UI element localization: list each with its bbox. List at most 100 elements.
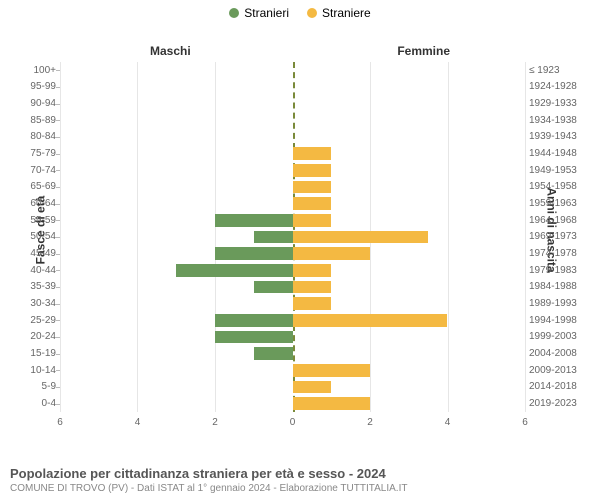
birth-year-label: 1949-1953	[529, 165, 585, 176]
birth-year-label: ≤ 1923	[529, 65, 585, 76]
age-row: 30-341989-1993	[60, 295, 525, 312]
age-label: 0-4	[22, 398, 56, 409]
x-tick-label: 4	[135, 417, 141, 428]
grid-line	[525, 62, 526, 412]
age-row: 20-241999-2003	[60, 329, 525, 346]
chart-area: Maschi Femmine Fasce di età Anni di nasc…	[0, 20, 600, 440]
age-row: 35-391984-1988	[60, 279, 525, 296]
age-row: 45-491974-1978	[60, 245, 525, 262]
male-half	[60, 195, 293, 212]
x-tick-label: 6	[522, 417, 528, 428]
age-row: 90-941929-1933	[60, 95, 525, 112]
age-label: 35-39	[22, 281, 56, 292]
male-half	[60, 345, 293, 362]
age-label: 20-24	[22, 331, 56, 342]
bar-female	[293, 247, 370, 260]
female-half	[293, 79, 526, 96]
birth-year-label: 1969-1973	[529, 231, 585, 242]
female-half	[293, 162, 526, 179]
bar-male	[254, 281, 293, 294]
bar-female	[293, 281, 332, 294]
plot-area: 0224466100+≤ 192395-991924-192890-941929…	[60, 62, 525, 412]
age-label: 100+	[22, 65, 56, 76]
bar-male	[254, 231, 293, 244]
legend: Stranieri Straniere	[0, 0, 600, 20]
male-half	[60, 279, 293, 296]
column-header-male: Maschi	[150, 44, 191, 58]
female-half	[293, 262, 526, 279]
female-half	[293, 129, 526, 146]
female-half	[293, 295, 526, 312]
birth-year-label: 1954-1958	[529, 181, 585, 192]
bar-female	[293, 397, 370, 410]
age-row: 70-741949-1953	[60, 162, 525, 179]
column-header-female: Femmine	[397, 44, 450, 58]
birth-year-label: 1964-1968	[529, 215, 585, 226]
age-label: 25-29	[22, 315, 56, 326]
x-tick-label: 4	[445, 417, 451, 428]
birth-year-label: 1979-1983	[529, 265, 585, 276]
birth-year-label: 2019-2023	[529, 398, 585, 409]
age-row: 10-142009-2013	[60, 362, 525, 379]
age-row: 0-42019-2023	[60, 395, 525, 412]
female-half	[293, 212, 526, 229]
female-half	[293, 229, 526, 246]
age-label: 75-79	[22, 148, 56, 159]
male-half	[60, 245, 293, 262]
birth-year-label: 1999-2003	[529, 331, 585, 342]
female-swatch	[307, 8, 317, 18]
male-swatch	[229, 8, 239, 18]
bar-female	[293, 181, 332, 194]
male-half	[60, 162, 293, 179]
birth-year-label: 1944-1948	[529, 148, 585, 159]
legend-item-female: Straniere	[307, 6, 371, 20]
legend-item-male: Stranieri	[229, 6, 289, 20]
bar-female	[293, 231, 429, 244]
x-tick-label: 6	[57, 417, 63, 428]
birth-year-label: 1924-1928	[529, 81, 585, 92]
male-half	[60, 179, 293, 196]
female-half	[293, 362, 526, 379]
female-half	[293, 195, 526, 212]
birth-year-label: 1934-1938	[529, 115, 585, 126]
bar-female	[293, 314, 448, 327]
birth-year-label: 2014-2018	[529, 381, 585, 392]
female-half	[293, 95, 526, 112]
male-half	[60, 62, 293, 79]
age-label: 95-99	[22, 81, 56, 92]
age-row: 50-541969-1973	[60, 229, 525, 246]
male-half	[60, 129, 293, 146]
bar-male	[215, 331, 292, 344]
birth-year-label: 1994-1998	[529, 315, 585, 326]
birth-year-label: 2004-2008	[529, 348, 585, 359]
age-label: 5-9	[22, 381, 56, 392]
age-label: 80-84	[22, 131, 56, 142]
age-row: 60-641959-1963	[60, 195, 525, 212]
bar-female	[293, 214, 332, 227]
age-label: 65-69	[22, 181, 56, 192]
male-half	[60, 362, 293, 379]
female-half	[293, 279, 526, 296]
birth-year-label: 1959-1963	[529, 198, 585, 209]
age-row: 80-841939-1943	[60, 129, 525, 146]
age-label: 60-64	[22, 198, 56, 209]
female-half	[293, 112, 526, 129]
bar-female	[293, 297, 332, 310]
female-half	[293, 312, 526, 329]
bar-male	[215, 314, 292, 327]
male-half	[60, 312, 293, 329]
female-half	[293, 245, 526, 262]
female-half	[293, 179, 526, 196]
footer-subtitle: COMUNE DI TROVO (PV) - Dati ISTAT al 1° …	[10, 483, 590, 494]
male-half	[60, 112, 293, 129]
bar-male	[176, 264, 292, 277]
male-half	[60, 262, 293, 279]
footer-title: Popolazione per cittadinanza straniera p…	[10, 466, 590, 481]
male-half	[60, 79, 293, 96]
age-label: 30-34	[22, 298, 56, 309]
age-row: 85-891934-1938	[60, 112, 525, 129]
age-label: 45-49	[22, 248, 56, 259]
legend-label-male: Stranieri	[244, 6, 289, 20]
male-half	[60, 295, 293, 312]
age-label: 70-74	[22, 165, 56, 176]
